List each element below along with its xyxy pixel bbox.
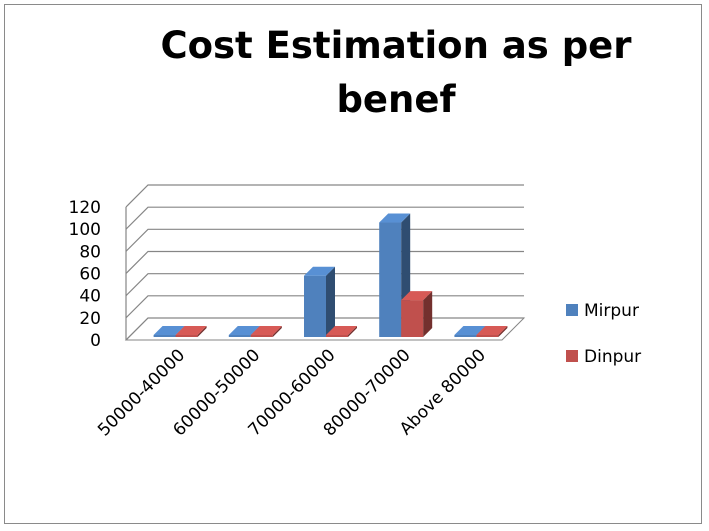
gridline: [125, 184, 524, 208]
bar-front: [175, 335, 198, 337]
bar-top: [401, 291, 433, 301]
bar: [379, 213, 411, 337]
bar-side: [423, 291, 433, 337]
y-tick-label: 60: [79, 265, 101, 285]
bar-front: [228, 335, 251, 337]
gridline: [125, 228, 524, 252]
legend-swatch: [566, 350, 578, 362]
bar-top: [250, 326, 282, 335]
chart-title: Cost Estimation as per benef: [160, 24, 632, 121]
bar-side: [498, 326, 508, 337]
bar: [476, 326, 508, 337]
bar-top: [476, 326, 508, 335]
bar-front: [401, 300, 424, 337]
bar: [250, 326, 282, 337]
bar-top: [379, 213, 411, 223]
bar-front: [476, 335, 499, 337]
y-tick-label: 80: [79, 242, 101, 262]
bar-front: [153, 335, 176, 337]
legend-swatch: [566, 304, 578, 316]
y-tick-label: 0: [90, 331, 101, 351]
legend-label: Dinpur: [584, 347, 641, 367]
bar-top: [228, 326, 260, 335]
legend-label: Mirpur: [584, 301, 639, 321]
bar-top: [454, 326, 486, 335]
bar-front: [454, 335, 477, 337]
bar-side: [197, 326, 207, 337]
bar-front: [250, 335, 273, 337]
chart-title-line-2: benef: [336, 78, 456, 121]
bar-front: [326, 335, 348, 337]
bar: [175, 326, 207, 337]
bar-side: [348, 326, 357, 337]
y-tick-label: 120: [69, 198, 101, 218]
bar: [326, 326, 357, 337]
chart-title-line-1: Cost Estimation as per: [160, 24, 632, 67]
bar-front: [304, 275, 326, 337]
bar-top: [326, 326, 357, 335]
bar-top: [153, 326, 185, 335]
bar-front: [379, 222, 402, 337]
bar-side: [272, 326, 282, 337]
y-tick-label: 100: [69, 220, 101, 240]
bar-top: [175, 326, 207, 335]
plot-area: 02040608010012050000-4000060000-50000700…: [69, 184, 526, 440]
gridline: [125, 206, 524, 230]
bar: [304, 266, 335, 337]
y-tick-label: 20: [79, 309, 101, 329]
chart-frame: [4, 4, 702, 524]
bar-top: [304, 266, 335, 276]
bar-side: [326, 266, 335, 337]
y-tick-label: 40: [79, 287, 101, 307]
legend: Mirpur Dinpur: [566, 301, 641, 367]
bar: [401, 291, 433, 337]
